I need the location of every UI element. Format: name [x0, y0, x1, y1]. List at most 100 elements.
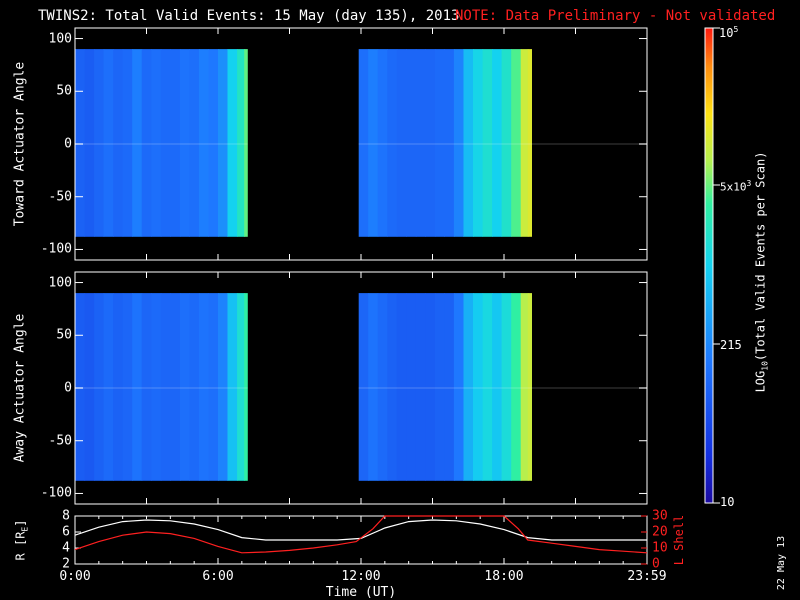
heatmap-cell: [179, 49, 190, 237]
heatmap-cell: [113, 49, 124, 237]
heatmap-cell: [84, 293, 95, 481]
heatmap-cell: [396, 293, 407, 481]
orbit-left-tick-label: 2: [62, 556, 70, 572]
heatmap-cell: [189, 49, 200, 237]
heatmap-cell: [132, 293, 143, 481]
x-tick-label: 12:00: [341, 569, 381, 584]
heatmap-cell: [482, 49, 493, 237]
heatmap-cell: [84, 49, 95, 237]
heatmap-cell: [179, 293, 190, 481]
y-tick-label: 0: [64, 136, 72, 152]
away-heatmap: [75, 273, 647, 503]
heatmap-cell: [444, 49, 455, 237]
orbit-left-tick-label: 4: [62, 540, 70, 556]
heatmap-cell: [151, 49, 162, 237]
heatmap-cell: [463, 49, 474, 237]
heatmap-cell: [189, 293, 200, 481]
heatmap-cell: [151, 293, 162, 481]
heatmap-cell: [208, 293, 219, 481]
heatmap-cell: [368, 293, 379, 481]
heatmap-cell: [227, 293, 238, 481]
x-tick-label: 23:59: [627, 569, 667, 584]
heatmap-cell: [434, 49, 445, 237]
orbit-right-tick-label: 0: [652, 556, 660, 572]
heatmap-cell: [94, 49, 105, 237]
y-tick-label: 100: [48, 31, 72, 47]
y-tick-label: 0: [64, 380, 72, 396]
data-gap: [247, 273, 359, 503]
heatmap-cell: [406, 293, 417, 481]
heatmap-cell: [482, 293, 493, 481]
heatmap-cell: [237, 49, 245, 237]
r-series-line: [74, 519, 647, 541]
heatmap-cell: [198, 293, 209, 481]
heatmap-cell: [501, 49, 512, 237]
heatmap-cell: [75, 293, 86, 481]
heatmap-cell: [160, 49, 171, 237]
heatmap-cell: [520, 49, 529, 237]
colorbar-tick-low: 215: [720, 338, 742, 352]
y-tick-label: -50: [48, 189, 72, 205]
heatmap-cell: [527, 293, 532, 481]
heatmap-cell: [377, 49, 388, 237]
orbit-ylabel-right: L Shell: [672, 514, 686, 566]
heatmap-cell: [132, 49, 143, 237]
heatmap-cell: [218, 49, 229, 237]
heatmap-cell: [244, 49, 249, 237]
heatmap-cell: [160, 293, 171, 481]
colorbar: [704, 27, 714, 504]
heatmap-cell: [415, 49, 426, 237]
colorbar-tick-top: 105: [719, 25, 739, 40]
x-tick-label: 0:00: [59, 569, 91, 584]
heatmap-cell: [368, 49, 379, 237]
heatmap-cell: [103, 293, 114, 481]
heatmap-cell: [434, 293, 445, 481]
colorbar-ticks: [713, 27, 720, 504]
heatmap-cell: [406, 49, 417, 237]
heatmap-cell: [227, 49, 238, 237]
heatmap-cell: [103, 49, 114, 237]
toward-heatmap: [75, 29, 647, 259]
heatmap-cell: [527, 49, 532, 237]
orbit-right-tick-label: 30: [652, 508, 668, 524]
heatmap-cell: [198, 49, 209, 237]
data-gap: [247, 29, 359, 259]
preliminary-note: NOTE: Data Preliminary - Not validated: [455, 8, 776, 24]
heatmap-cell: [520, 293, 529, 481]
heatmap-cell: [444, 293, 455, 481]
x-tick-label: 18:00: [484, 569, 524, 584]
heatmap-cell: [122, 293, 133, 481]
heatmap-cell: [141, 293, 152, 481]
heatmap-cell: [141, 49, 152, 237]
toward-ylabel: Toward Actuator Angle: [12, 61, 28, 227]
heatmap-cell: [387, 49, 398, 237]
orbit-left-tick-label: 6: [62, 524, 70, 540]
heatmap-cell: [208, 49, 219, 237]
heatmap-cell: [463, 293, 474, 481]
lshell-series-line: [74, 515, 648, 554]
y-tick-label: 100: [48, 275, 72, 291]
heatmap-cell: [396, 49, 407, 237]
date-stamp: 22 May 13: [776, 535, 787, 591]
heatmap-cell: [237, 293, 245, 481]
heatmap-cell: [377, 293, 388, 481]
heatmap-cell: [511, 49, 522, 237]
heatmap-cell: [170, 293, 181, 481]
away-axis: [74, 272, 648, 504]
heatmap-cell: [170, 49, 181, 237]
heatmap-cell: [473, 293, 484, 481]
orbit-right-tick-label: 20: [652, 524, 668, 540]
orbit-ylabel-left: R [RE]: [13, 519, 30, 561]
heatmap-cell: [492, 49, 503, 237]
heatmap-cell: [94, 293, 105, 481]
y-tick-label: -50: [48, 433, 72, 449]
heatmap-cell: [218, 293, 229, 481]
orbit-right-tick-label: 10: [652, 540, 668, 556]
heatmap-cell: [473, 49, 484, 237]
orbit-left-tick-label: 8: [62, 508, 70, 524]
away-ylabel: Away Actuator Angle: [12, 313, 28, 463]
heatmap-cell: [387, 293, 398, 481]
heatmap-cell: [453, 49, 464, 237]
heatmap-cell: [415, 293, 426, 481]
